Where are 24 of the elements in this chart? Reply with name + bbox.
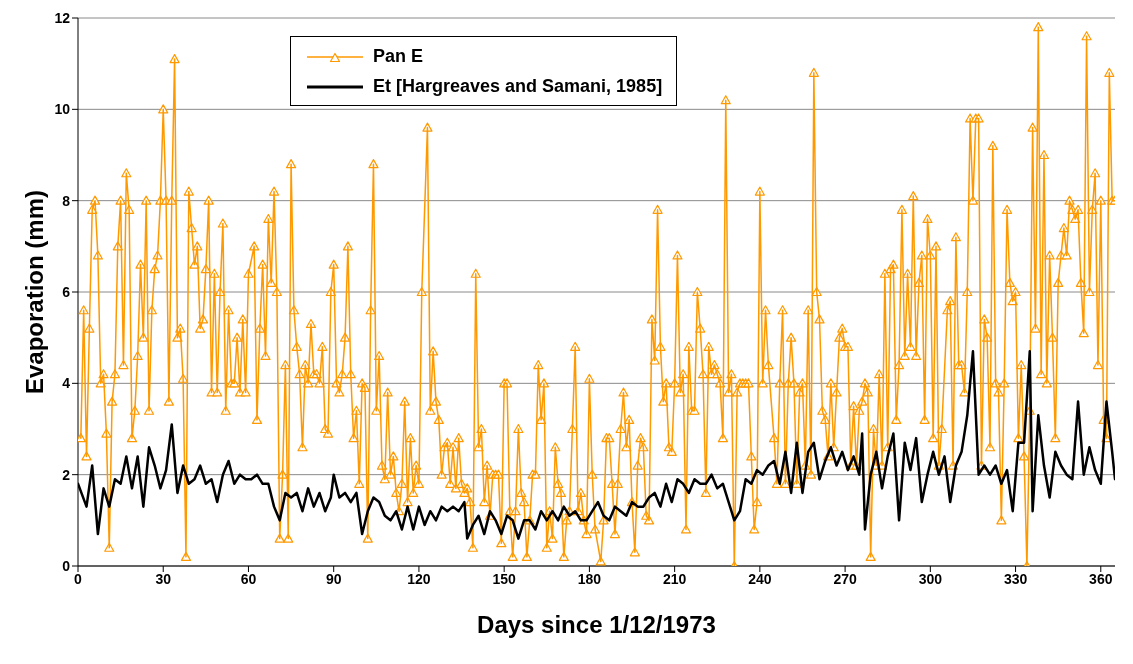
y-tick-label: 2 [62, 466, 71, 483]
legend-label: Pan E [373, 46, 424, 66]
y-tick-label: 12 [54, 9, 71, 26]
x-tick-label: 330 [1003, 570, 1028, 587]
x-tick-label: 120 [407, 570, 431, 587]
y-axis-title: Evaporation (mm) [20, 189, 48, 395]
x-tick-label: 90 [325, 570, 342, 587]
x-tick-label: 150 [492, 570, 517, 587]
x-axis-title: Days since 1/12/1973 [477, 611, 716, 639]
x-tick-label: 180 [577, 570, 602, 587]
y-tick-label: 6 [62, 283, 71, 300]
x-tick-label: 0 [74, 570, 83, 587]
x-tick-label: 30 [155, 570, 172, 587]
x-tick-label: 270 [833, 570, 857, 587]
y-tick-label: 0 [62, 557, 71, 574]
x-tick-label: 360 [1089, 570, 1113, 587]
y-tick-label: 8 [62, 192, 71, 209]
y-tick-label: 4 [62, 375, 71, 392]
y-tick-label: 10 [54, 101, 71, 118]
x-tick-label: 240 [748, 570, 772, 587]
x-tick-label: 210 [662, 570, 687, 587]
legend-label: Et [Hargreaves and Samani, 1985] [373, 76, 663, 96]
x-tick-label: 300 [918, 570, 943, 587]
x-tick-label: 60 [240, 570, 257, 587]
